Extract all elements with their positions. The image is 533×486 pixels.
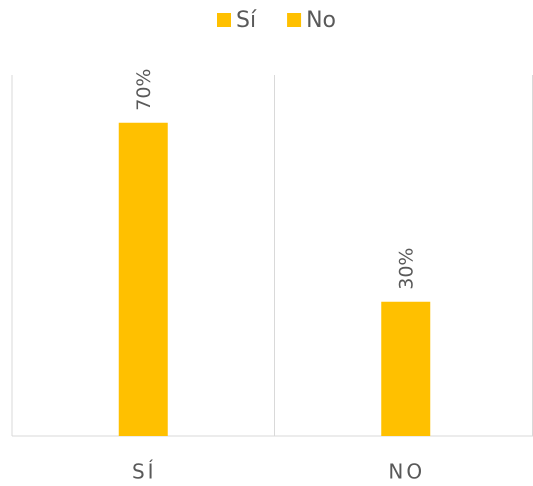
- legend-label: No: [306, 8, 336, 33]
- legend-label: Sí: [236, 8, 257, 33]
- data-label: 70%: [133, 69, 155, 111]
- data-label: 30%: [395, 248, 417, 290]
- legend-swatch: [217, 13, 231, 27]
- x-tick-label: SÍ: [132, 460, 157, 484]
- bar: [381, 301, 431, 436]
- bar: [118, 122, 168, 436]
- x-tick-label: NO: [388, 460, 425, 484]
- legend-swatch: [287, 13, 302, 27]
